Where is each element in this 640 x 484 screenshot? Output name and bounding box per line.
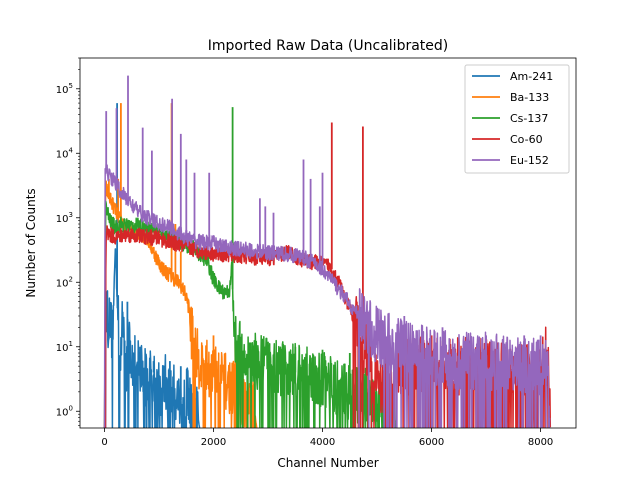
y-tick-label-5: 105: [56, 82, 73, 96]
series-eu-152: [103, 75, 551, 428]
legend: Am-241 Ba-133 Cs-137 Co-60 Eu-152: [464, 64, 570, 174]
plot-frame: [79, 57, 577, 429]
series-line-eu-152: [103, 163, 551, 428]
legend-label-cs-137: Cs-137: [510, 112, 548, 125]
series-line-am-241: [104, 248, 201, 428]
y-axis-label: Number of Counts: [24, 188, 38, 297]
y-tick-label-2: 102: [56, 275, 73, 289]
legend-label-eu-152: Eu-152: [510, 154, 549, 167]
legend-label-ba-133: Ba-133: [510, 91, 549, 104]
y-tick-label-4: 104: [56, 146, 74, 160]
series-layer: [103, 75, 552, 428]
x-tick-label-4: 8000: [528, 437, 553, 448]
legend-label-am-241: Am-241: [510, 70, 553, 83]
chart-title: Imported Raw Data (Uncalibrated): [208, 38, 449, 54]
y-axis: 100 101 102 103 104 105: [56, 57, 80, 426]
y-tick-label-0: 100: [56, 404, 73, 418]
legend-items: Am-241 Ba-133 Cs-137 Co-60 Eu-152: [472, 70, 553, 167]
y-tick-label-1: 101: [56, 340, 73, 354]
series-line-cs-137: [103, 200, 397, 428]
x-tick-label-1: 2000: [201, 437, 226, 448]
x-tick-label-0: 0: [101, 437, 107, 448]
x-axis: 0 2000 4000 6000 8000: [101, 428, 553, 448]
y-tick-label-3: 103: [56, 211, 73, 225]
legend-label-co-60: Co-60: [510, 133, 543, 146]
x-axis-label: Channel Number: [277, 456, 378, 470]
x-tick-label-3: 6000: [419, 437, 444, 448]
legend-box: [464, 64, 570, 174]
series-cs-137: [103, 107, 397, 428]
x-tick-label-2: 4000: [310, 437, 335, 448]
